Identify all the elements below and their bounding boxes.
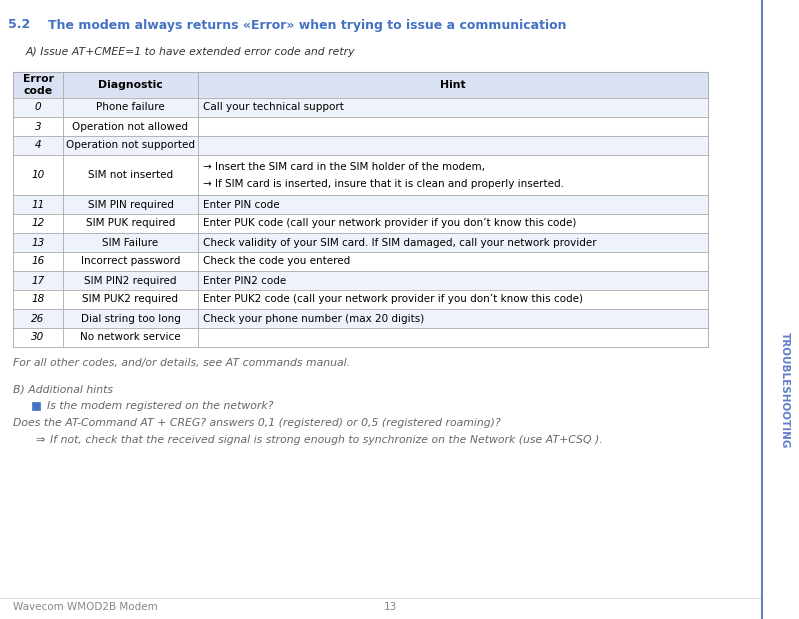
Text: SIM PIN2 required: SIM PIN2 required bbox=[84, 275, 177, 285]
Text: B) Additional hints: B) Additional hints bbox=[13, 384, 113, 394]
Text: For all other codes, and/or details, see AT commands manual.: For all other codes, and/or details, see… bbox=[13, 358, 350, 368]
Text: 4: 4 bbox=[34, 141, 42, 150]
Bar bbox=[13, 136, 708, 155]
Text: A) Issue AT+CMEE=1 to have extended error code and retry: A) Issue AT+CMEE=1 to have extended erro… bbox=[26, 47, 356, 57]
Text: Diagnostic: Diagnostic bbox=[98, 80, 163, 90]
Text: Check validity of your SIM card. If SIM damaged, call your network provider: Check validity of your SIM card. If SIM … bbox=[203, 238, 597, 248]
Text: Check your phone number (max 20 digits): Check your phone number (max 20 digits) bbox=[203, 313, 424, 324]
Text: 17: 17 bbox=[31, 275, 45, 285]
Text: → Insert the SIM card in the SIM holder of the modem,: → Insert the SIM card in the SIM holder … bbox=[203, 162, 485, 172]
Text: Hint: Hint bbox=[440, 80, 466, 90]
Bar bbox=[13, 117, 708, 136]
Bar bbox=[13, 98, 708, 117]
Bar bbox=[13, 309, 708, 328]
Text: Does the AT-Command AT + CREG? answers 0,1 (registered) or 0,5 (registered roami: Does the AT-Command AT + CREG? answers 0… bbox=[13, 418, 501, 428]
Bar bbox=[13, 252, 708, 271]
Text: 18: 18 bbox=[31, 295, 45, 305]
Text: Enter PIN2 code: Enter PIN2 code bbox=[203, 275, 286, 285]
Text: Is the modem registered on the network?: Is the modem registered on the network? bbox=[47, 401, 273, 411]
Text: 10: 10 bbox=[31, 170, 45, 180]
Bar bbox=[13, 271, 708, 290]
Text: SIM PUK2 required: SIM PUK2 required bbox=[82, 295, 178, 305]
Text: Check the code you entered: Check the code you entered bbox=[203, 256, 350, 267]
Text: Enter PUK2 code (call your network provider if you don’t know this code): Enter PUK2 code (call your network provi… bbox=[203, 295, 583, 305]
Bar bbox=[13, 328, 708, 347]
Text: 16: 16 bbox=[31, 256, 45, 267]
Bar bbox=[13, 155, 708, 195]
Text: Incorrect password: Incorrect password bbox=[81, 256, 181, 267]
Text: SIM PIN required: SIM PIN required bbox=[88, 199, 173, 209]
Text: Error
code: Error code bbox=[22, 74, 54, 96]
Text: Phone failure: Phone failure bbox=[96, 103, 165, 113]
Text: SIM PUK required: SIM PUK required bbox=[85, 219, 175, 228]
Text: 12: 12 bbox=[31, 219, 45, 228]
Text: 13: 13 bbox=[31, 238, 45, 248]
Bar bbox=[13, 214, 708, 233]
Text: Enter PIN code: Enter PIN code bbox=[203, 199, 280, 209]
Text: Wavecom WMOD2B Modem: Wavecom WMOD2B Modem bbox=[13, 602, 157, 612]
Text: TROUBLESHOOTING: TROUBLESHOOTING bbox=[780, 332, 790, 448]
Text: SIM Failure: SIM Failure bbox=[102, 238, 158, 248]
Text: If not, check that the received signal is strong enough to synchronize on the Ne: If not, check that the received signal i… bbox=[50, 435, 602, 445]
Text: The modem always returns «Error» when trying to issue a communication: The modem always returns «Error» when tr… bbox=[48, 19, 566, 32]
Text: Operation not supported: Operation not supported bbox=[66, 141, 195, 150]
Text: Call your technical support: Call your technical support bbox=[203, 103, 344, 113]
Text: 0: 0 bbox=[34, 103, 42, 113]
Text: → If SIM card is inserted, insure that it is clean and properly inserted.: → If SIM card is inserted, insure that i… bbox=[203, 179, 564, 189]
Text: 11: 11 bbox=[31, 199, 45, 209]
Text: 30: 30 bbox=[31, 332, 45, 342]
Text: 3: 3 bbox=[34, 121, 42, 131]
Bar bbox=[13, 195, 708, 214]
Text: 26: 26 bbox=[31, 313, 45, 324]
Text: Dial string too long: Dial string too long bbox=[81, 313, 181, 324]
Text: 5.2: 5.2 bbox=[8, 19, 30, 32]
Text: Operation not allowed: Operation not allowed bbox=[73, 121, 189, 131]
Text: 13: 13 bbox=[384, 602, 396, 612]
Bar bbox=[13, 290, 708, 309]
Text: No network service: No network service bbox=[80, 332, 181, 342]
Text: SIM not inserted: SIM not inserted bbox=[88, 170, 173, 180]
Bar bbox=[13, 72, 708, 98]
Text: Enter PUK code (call your network provider if you don’t know this code): Enter PUK code (call your network provid… bbox=[203, 219, 576, 228]
Bar bbox=[13, 233, 708, 252]
Bar bbox=[32, 402, 40, 410]
Text: ⇒: ⇒ bbox=[35, 435, 45, 445]
